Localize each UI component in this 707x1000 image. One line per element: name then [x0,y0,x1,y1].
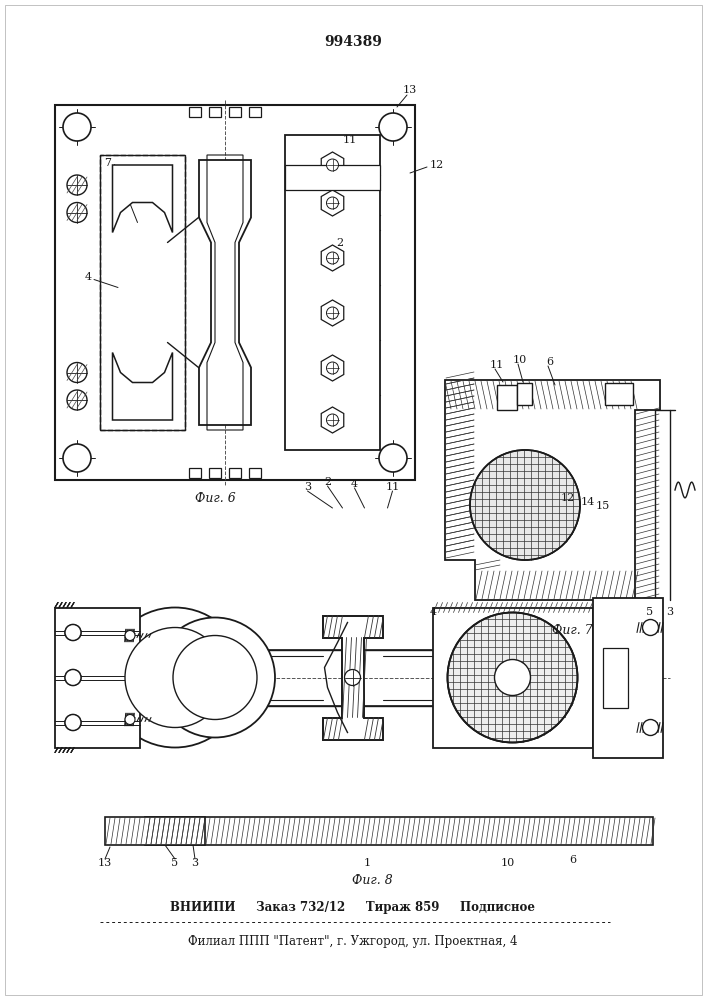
Circle shape [494,660,530,696]
Text: 11: 11 [490,360,504,370]
Bar [517,383,532,405]
Bar [209,107,221,117]
Circle shape [65,670,81,686]
Circle shape [63,113,91,141]
Text: 3: 3 [667,607,674,617]
Bar [229,107,241,117]
Bar [145,817,653,845]
Bar [433,607,592,748]
Text: Фиг. 7: Фиг. 7 [552,624,593,637]
Circle shape [379,444,407,472]
Circle shape [448,612,578,742]
Text: 10: 10 [513,355,527,365]
Text: ВНИИПИ     Заказ 732/12     Тираж 859     Подписное: ВНИИПИ Заказ 732/12 Тираж 859 Подписное [170,902,535,914]
Circle shape [67,390,87,410]
Text: 6: 6 [547,357,554,367]
Bar [592,597,662,758]
Text: 5: 5 [646,607,653,617]
Text: 3: 3 [304,482,311,492]
Bar [55,105,415,480]
Text: Филиал ППП "Патент", г. Ужгород, ул. Проектная, 4: Филиал ППП "Патент", г. Ужгород, ул. Про… [188,936,518,948]
Text: 4: 4 [84,272,92,282]
Polygon shape [321,245,344,271]
Bar [605,383,633,405]
Polygon shape [321,300,344,326]
Text: 14: 14 [580,497,595,507]
Text: 5: 5 [171,858,179,868]
Text: 13: 13 [403,85,417,95]
Circle shape [125,714,135,724]
Circle shape [63,444,91,472]
Polygon shape [321,355,344,381]
Circle shape [155,617,275,738]
Text: 15: 15 [595,501,609,511]
Text: 11: 11 [385,482,399,492]
Circle shape [65,714,81,730]
Bar [100,155,185,430]
Text: 7: 7 [104,157,111,167]
Circle shape [125,628,225,728]
Polygon shape [112,165,173,232]
Circle shape [327,252,339,264]
Circle shape [173,636,257,720]
Circle shape [65,624,81,641]
Circle shape [65,624,81,641]
Bar [189,107,201,117]
Text: 994389: 994389 [324,35,382,49]
Text: 3: 3 [192,858,199,868]
Circle shape [105,607,245,748]
Polygon shape [199,160,251,425]
Text: 10: 10 [501,858,515,868]
Text: 2: 2 [324,477,331,487]
Bar [285,135,380,450]
Polygon shape [445,380,660,600]
Bar [285,165,380,190]
Bar [249,107,261,117]
Polygon shape [322,615,382,740]
Bar [249,468,261,478]
Circle shape [67,362,87,382]
Bar [602,648,628,708]
Circle shape [327,197,339,209]
Text: 11: 11 [343,135,357,145]
Text: 6: 6 [569,855,576,865]
Bar [209,468,221,478]
Circle shape [327,362,339,374]
Circle shape [643,619,658,636]
Circle shape [125,631,135,641]
Circle shape [65,670,81,686]
Text: 12: 12 [430,160,444,170]
Text: 4: 4 [429,607,436,617]
Circle shape [379,113,407,141]
Polygon shape [321,407,344,433]
Circle shape [327,414,339,426]
Bar [189,468,201,478]
Text: 2: 2 [337,237,344,247]
Circle shape [470,450,580,560]
Text: 12: 12 [561,493,575,503]
Bar [100,155,185,430]
Circle shape [65,714,81,730]
Polygon shape [112,353,173,420]
Circle shape [67,175,87,195]
Text: 13: 13 [98,858,112,868]
Circle shape [643,720,658,736]
Text: Фиг. 6: Фиг. 6 [194,491,235,504]
Circle shape [327,307,339,319]
Bar [497,385,517,410]
Text: 1: 1 [364,858,371,868]
Polygon shape [321,190,344,216]
Circle shape [327,159,339,171]
Circle shape [344,670,361,686]
Text: Фиг. 8: Фиг. 8 [352,874,393,886]
Bar [105,817,205,845]
Bar [125,650,580,706]
Text: 4: 4 [351,479,358,489]
Polygon shape [321,152,344,178]
Circle shape [67,202,87,223]
Bar [55,607,140,748]
Bar [229,468,241,478]
